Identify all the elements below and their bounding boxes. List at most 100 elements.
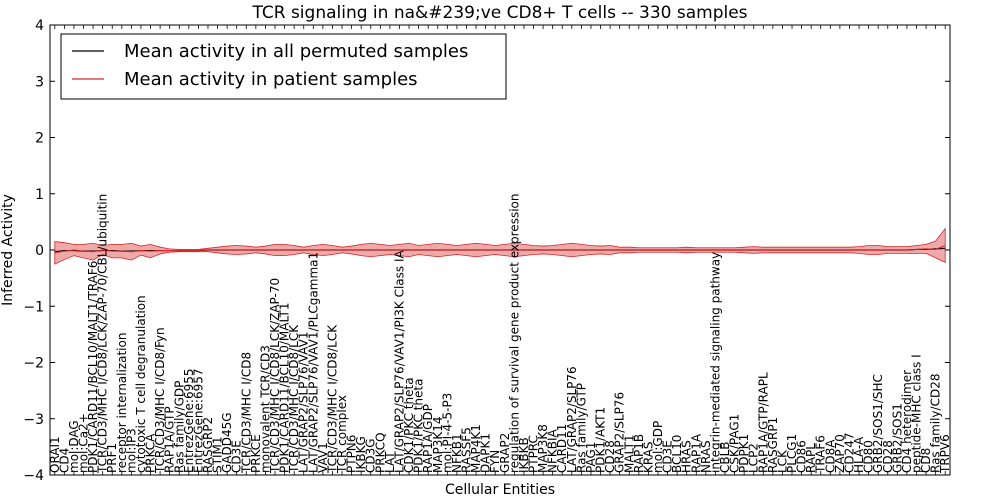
category-label: NFKB1 — [450, 433, 464, 473]
category-label: PLCG1 — [785, 434, 799, 473]
category-label: RASSF5 — [459, 427, 473, 473]
legend-box — [60, 33, 507, 100]
category-label: CD28 — [603, 440, 617, 473]
category-label: MAP3K8 — [536, 424, 550, 473]
category-label: monovalent TCR/CD3 — [258, 345, 272, 473]
category-label: FYN — [488, 450, 502, 473]
category-label: CD3G — [364, 438, 378, 473]
category-label: mol:IP3 — [124, 428, 138, 473]
category-label: PTPN6 — [345, 435, 359, 473]
category-label: mol:GDP — [651, 421, 665, 473]
category-label: MALT1 — [622, 434, 636, 473]
category-label: CD3E — [230, 440, 244, 473]
category-labels: ORAI1CD4mol:DAGmol:Ca2+PDK1/CARD11/BCL10… — [48, 194, 952, 474]
category-label: GRB2/SOS1/SHC — [871, 374, 885, 473]
category-label: MAP3K14 — [431, 416, 445, 473]
category-label: HLA-A — [852, 436, 866, 473]
chart-title: TCR signaling in na&#239;ve CD8+ T cells… — [251, 3, 747, 23]
category-label: EntrezGene:6955 — [182, 369, 196, 474]
category-label: CD80 — [862, 440, 876, 473]
category-label: PAG1 — [584, 442, 598, 473]
legend: Mean activity in all permuted samples Mea… — [60, 33, 507, 100]
category-label: STIM1 — [211, 437, 225, 473]
category-label: PDK1/AKT1 — [594, 407, 608, 473]
category-label: mol:DAG — [67, 420, 81, 473]
category-label: mol:Ca2+ — [77, 413, 91, 473]
category-label: LAT/GRAP2/SLP76/VAV1/PLCgamma1 — [306, 252, 320, 473]
category-label: ZAP70 — [833, 434, 847, 473]
category-label: RAPL — [804, 443, 818, 473]
category-label: RASGRP1 — [766, 417, 780, 473]
category-label: TCR/CD3/MHC I/CD8/LCK — [325, 324, 339, 474]
category-label: IKBKB — [517, 437, 531, 473]
category-label: mol:PI-4-5-P3 — [440, 393, 454, 473]
series-line-patient — [54, 244, 946, 254]
category-label: HRAS — [680, 440, 694, 473]
y-tick-label: −1 — [23, 299, 44, 315]
category-label: CD4 — [57, 448, 71, 473]
category-label: RAP1A/GTP/RAPL — [756, 372, 770, 473]
category-label: RAP1A — [689, 433, 703, 473]
category-label: CD247 — [842, 432, 856, 473]
y-tick-label: −3 — [23, 412, 44, 428]
category-label: CD28 — [881, 440, 895, 473]
category-label: CD8A — [823, 439, 837, 473]
category-label: LAT/GRAP2/SLP76/VAV1 — [297, 332, 311, 473]
category-label: RAP1A/GDP — [421, 404, 435, 473]
category-label: TCR/CD3/MHC I/CD8/Fyn — [153, 327, 167, 474]
category-label: TCR/CD3/MHC I/CD8 — [239, 352, 253, 474]
category-label: TCR/CD3/MHC I/CD8/LCK/ZAP-70 — [268, 278, 282, 474]
y-tick-label: −2 — [23, 356, 44, 372]
category-label: GADD45G — [220, 412, 234, 473]
category-label: CD3E — [661, 440, 675, 473]
category-label: PDK1/CARD11/BCL10/MALT1/TRAF6 — [86, 261, 100, 473]
patient-band — [54, 227, 946, 265]
category-label: LAT/GRAP2/SLP76/VAV1/PI3K Class IA — [392, 249, 406, 473]
category-label: CARD11 — [555, 424, 569, 473]
category-label: CD4 heterodimer — [900, 370, 914, 473]
y-axis-label: Inferred Activity — [0, 194, 16, 306]
category-label: CDK1/PKC theta — [402, 377, 416, 473]
category-label: PDK1/CARD11/BCL10/MALT1 — [278, 303, 292, 473]
category-label: CBLB — [718, 441, 732, 473]
category-label: DAPK1 — [479, 433, 493, 473]
category-label: PRKCE — [249, 434, 263, 473]
category-label: regulation of survival gene product expr… — [507, 194, 521, 473]
category-label: PTPRC — [527, 435, 541, 473]
category-label: receptor internalization — [115, 333, 129, 473]
category-label: cytotoxic T cell degranulation — [134, 295, 148, 473]
category-label: LAT/GRAP2/SLP76 — [565, 366, 579, 473]
y-tick-label: 2 — [35, 131, 44, 147]
x-axis-label: Cellular Entities — [445, 482, 555, 498]
category-label: ORAI1 — [48, 436, 62, 473]
category-label: KRAS — [641, 441, 655, 473]
category-label: EntrezGene:6957 — [191, 369, 205, 474]
category-label: PDK1/PKC theta — [412, 379, 426, 473]
category-label: PRKCA — [144, 433, 158, 473]
category-label: NFKBIA — [546, 428, 560, 473]
category-label: GRB2/SOS1 — [890, 403, 904, 473]
category-label: PDPK1 — [737, 434, 751, 473]
axes: 4 3 2 1 0 −1 −2 −3 −4 — [23, 18, 951, 484]
y-tick-label: 4 — [35, 18, 44, 34]
category-label: TRAF6 — [814, 435, 828, 474]
category-label: RASGRP2 — [201, 417, 215, 473]
category-label: LCP2 — [747, 443, 761, 473]
legend-label: Mean activity in patient samples — [124, 69, 418, 90]
category-label: peptide-MHC class I — [909, 354, 923, 473]
legend-label: Mean activity in all permuted samples — [124, 41, 468, 62]
category-label: BCL10 — [670, 435, 684, 473]
category-label: Ras family/GDP — [172, 381, 186, 473]
category-label: LAT — [383, 451, 397, 473]
category-label: PRKCQ — [373, 432, 387, 473]
category-label: GRAP2/SLP76 — [613, 392, 627, 473]
category-label: Ras family/CD28 — [929, 374, 943, 473]
y-tick-label: 1 — [35, 187, 44, 203]
category-label: CD8 — [919, 448, 933, 473]
category-label: integrin-mediated signaling pathway — [708, 252, 722, 473]
category-label: CSK/PAG1 — [728, 414, 742, 473]
category-label: NRAS — [699, 440, 713, 473]
category-label: CD86 — [795, 440, 809, 473]
y-tick-label: 0 — [35, 243, 44, 259]
